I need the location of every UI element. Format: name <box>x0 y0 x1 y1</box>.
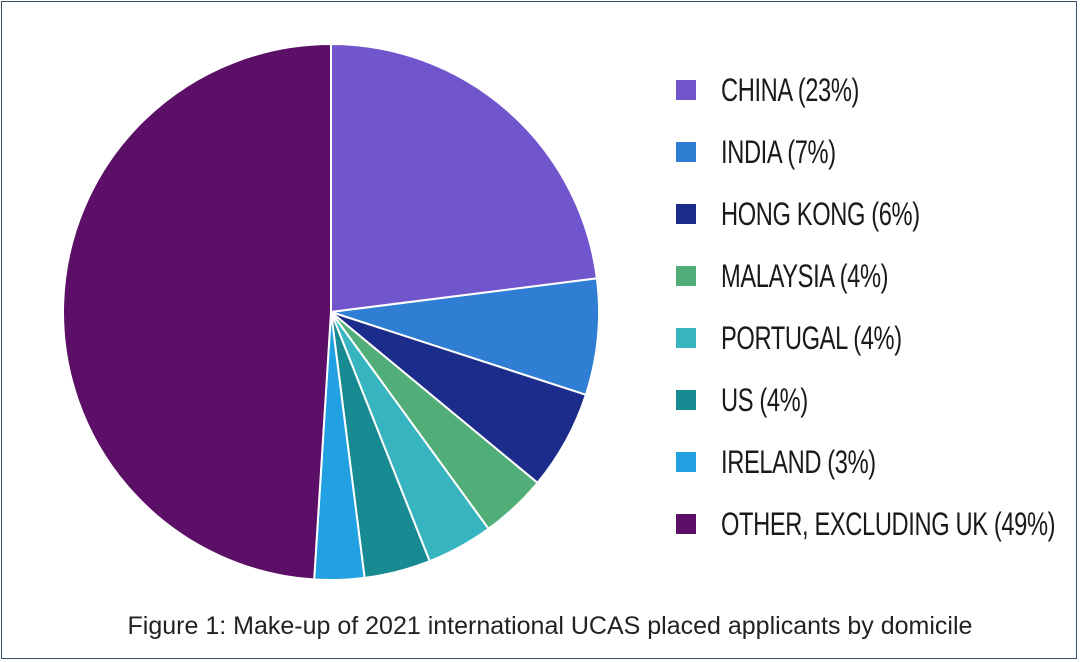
pie-slice-1 <box>330 43 598 313</box>
legend-label: MALAYSIA (4%) <box>721 258 889 294</box>
legend-label: IRELAND (3%) <box>721 444 876 480</box>
legend-label: HONG KONG (6%) <box>721 196 920 232</box>
legend-swatch <box>676 266 696 286</box>
legend-label: INDIA (7%) <box>721 134 836 170</box>
legend-swatch <box>676 80 696 100</box>
legend-swatch <box>676 514 696 534</box>
pie-slice-2 <box>330 277 600 396</box>
figure-caption-text: Figure 1: Make-up of 2021 international … <box>127 612 973 640</box>
legend-swatch <box>676 204 696 224</box>
figure-caption: Figure 1: Make-up of 2021 international … <box>0 612 1080 641</box>
legend-label: CHINA (23%) <box>721 72 860 108</box>
legend-swatch <box>676 452 696 472</box>
legend-swatch <box>676 142 696 162</box>
pie-slice-8 <box>62 43 332 581</box>
legend-swatch <box>676 390 696 410</box>
legend-label: PORTUGAL (4%) <box>721 320 902 356</box>
legend-swatch <box>676 328 696 348</box>
legend-label: OTHER, EXCLUDING UK (49%) <box>721 506 1056 542</box>
legend-label: US (4%) <box>721 382 808 418</box>
